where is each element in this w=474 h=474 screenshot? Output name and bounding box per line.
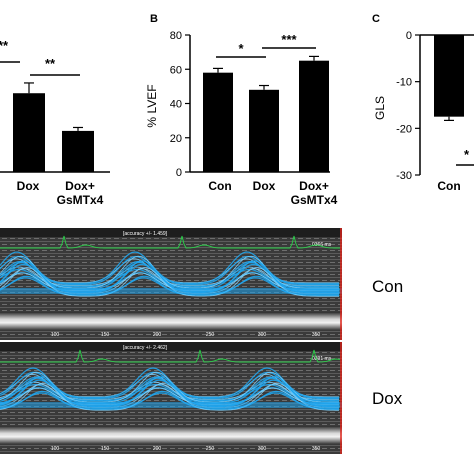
echo-1-strain-trace-4 <box>0 383 339 401</box>
echo-1-xtick-0: 100 <box>51 446 60 452</box>
panel-c: C GLS 0 -10 -20 -30 * Con <box>372 13 474 193</box>
panel-c-ytick-label-3: -30 <box>396 170 412 182</box>
panel-c-ytick-label-1: -10 <box>396 77 412 89</box>
echo-0-xtick-0: 100 <box>51 332 60 338</box>
panel-b-letter: B <box>150 13 158 25</box>
echo-1-xtick-5: 350 <box>312 446 321 452</box>
echo-dox-tissue-band <box>0 426 342 444</box>
echo-con-tissue-band <box>0 312 342 330</box>
panel-c-sig-partial: * <box>464 147 470 162</box>
panel-c-category-con: Con <box>437 179 460 193</box>
echo-1-strain-trace-12 <box>0 383 339 408</box>
echo-panel-dox: [accuracy +/- 2.462] 0391 ms 100 150 200 25… <box>0 342 403 454</box>
echo-1-strain-trace-9 <box>0 387 339 406</box>
echo-0-strain-trace-6 <box>0 255 339 289</box>
panel-a-category-dox: Dox <box>17 179 40 193</box>
echo-1-xtick-3: 250 <box>206 446 215 452</box>
panel-b-bar-0 <box>203 72 233 172</box>
echo-1-xtick-2: 200 <box>153 446 162 452</box>
panel-b-bar-2 <box>299 60 329 172</box>
echo-panel-con: [accuracy +/- 1.459] 0366 ms 100 150 200 25… <box>0 228 403 340</box>
panel-c-ylabel: GLS <box>373 96 387 120</box>
echo-0-xtick-2: 200 <box>153 332 162 338</box>
panel-b-ylabel: % LVEF <box>145 84 159 127</box>
panel-b-ytick-label-4: 80 <box>170 30 182 42</box>
echo-dox-header: [accuracy +/- 2.462] <box>123 345 168 351</box>
echo-dox-label: Dox <box>372 389 403 408</box>
echo-0-xtick-4: 300 <box>258 332 267 338</box>
echo-con-ms: 0366 ms <box>312 242 332 248</box>
echo-1-strain-trace-15 <box>0 382 339 411</box>
panel-b-sig-label-1: *** <box>281 32 297 47</box>
echo-dox-ms: 0391 ms <box>312 356 332 362</box>
panel-b-sig-label-0: * <box>238 41 244 56</box>
panel-a-category-dox-gsmtx4-line2: GsMTx4 <box>57 193 104 207</box>
echo-0-baseline-band <box>0 288 342 294</box>
echo-1-strain-trace-14 <box>0 390 339 410</box>
echo-0-strain-trace-1 <box>0 251 339 285</box>
panel-c-bar-0 <box>434 35 464 117</box>
echo-1-baseline-band <box>0 402 342 408</box>
panel-c-letter: C <box>372 13 380 25</box>
echo-con-header: [accuracy +/- 1.459] <box>123 231 168 237</box>
panel-c-ytick-label-0: 0 <box>406 30 412 42</box>
echo-con-header-bar <box>0 228 342 237</box>
panel-b-ytick-label-3: 60 <box>170 64 182 76</box>
echo-dox-header-bar <box>0 342 342 351</box>
panel-b-category-dox: Dox <box>253 179 276 193</box>
panel-c-ytick-label-2: -20 <box>396 123 412 135</box>
panel-b-bar-1 <box>249 89 279 172</box>
echo-1-strain-trace-13 <box>0 392 339 410</box>
panel-b-category-dox-gsmtx4-line2: GsMTx4 <box>291 193 338 207</box>
panel-a-bar-1 <box>62 130 94 172</box>
echo-0-xtick-3: 250 <box>206 332 215 338</box>
echo-0-xtick-1: 150 <box>101 332 110 338</box>
echo-0-strain-trace-2 <box>0 255 339 286</box>
panel-b-category-dox-gsmtx4-line1: Dox+ <box>299 179 329 193</box>
panel-b-ytick-label-0: 0 <box>176 167 182 179</box>
echo-1-xtick-1: 150 <box>101 446 110 452</box>
panel-a: ** ** Dox Dox+ GsMTx4 <box>0 38 110 207</box>
panel-a-bar-0 <box>13 93 45 172</box>
panel-a-category-dox-gsmtx4-line1: Dox+ <box>65 179 95 193</box>
panel-a-sig-top-left: ** <box>0 38 9 53</box>
echo-0-xtick-5: 350 <box>312 332 321 338</box>
echo-dox-ecg-trace <box>0 349 341 363</box>
panel-b-category-con: Con <box>208 179 231 193</box>
panel-a-sig-right: ** <box>45 56 56 71</box>
echo-con-ecg-trace <box>0 235 340 249</box>
echo-con-label: Con <box>372 277 403 296</box>
panel-b-ytick-label-1: 20 <box>170 133 182 145</box>
echo-1-strain-trace-11 <box>0 376 339 408</box>
panel-b-ytick-label-2: 40 <box>170 99 182 111</box>
echo-1-xtick-4: 300 <box>258 446 267 452</box>
